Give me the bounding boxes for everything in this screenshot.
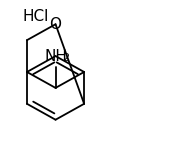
Text: O: O <box>50 17 62 32</box>
Text: HCl: HCl <box>22 9 49 24</box>
Text: NH: NH <box>44 49 67 64</box>
Text: 2: 2 <box>62 53 70 63</box>
